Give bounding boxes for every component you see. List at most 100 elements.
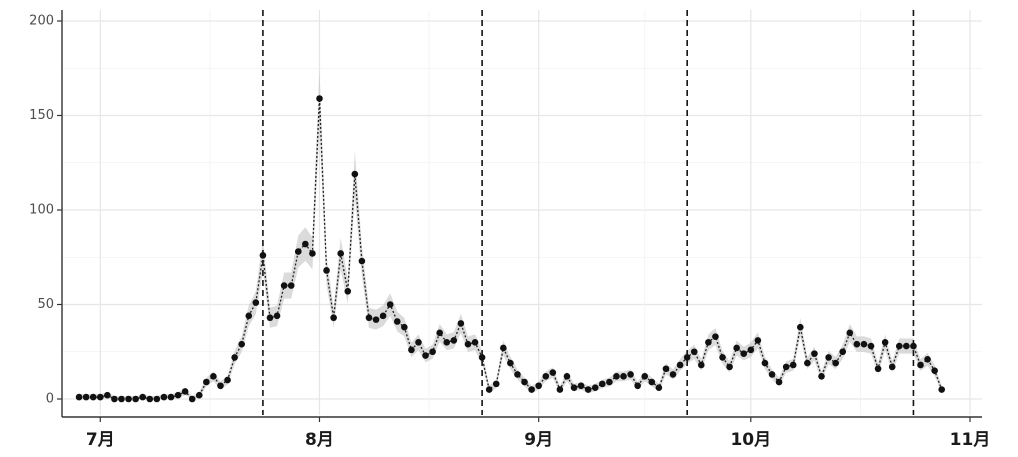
y-tick-label: 50 [37,297,54,312]
data-point [203,378,210,386]
data-point [521,378,528,386]
data-point [818,373,825,380]
x-tick-label: 11月 [950,430,991,450]
data-point [811,350,818,357]
data-point [910,342,917,350]
data-point [662,365,670,373]
data-point [825,354,832,361]
data-point [570,384,578,391]
data-point [139,393,147,401]
y-tick-label: 100 [29,203,54,218]
data-point [641,373,649,380]
data-point [309,250,316,257]
data-point [365,314,373,322]
data-point [775,378,783,386]
data-point [210,373,217,380]
data-point [111,395,118,403]
data-point [118,395,125,403]
data-point [507,359,514,367]
data-point [75,393,83,401]
data-point [344,287,352,295]
data-point [804,359,811,367]
data-point [895,342,903,350]
data-point [669,371,677,378]
data-point [132,395,139,403]
data-point [924,356,931,363]
data-point [535,382,542,390]
data-point [888,363,896,371]
data-point [238,340,246,348]
data-point [542,373,550,380]
x-tick-label: 9月 [524,430,553,450]
data-point [839,348,847,356]
data-point [500,344,507,352]
data-point [160,393,168,401]
data-point [104,391,111,399]
data-point [514,371,521,378]
data-point [266,314,274,322]
x-tick-label: 7月 [86,430,115,450]
data-point [224,376,231,384]
data-point [443,339,451,346]
data-point [867,342,875,350]
data-point [195,391,203,399]
data-point [372,316,380,323]
data-point [782,363,790,371]
data-point [747,346,755,354]
data-point [556,386,564,393]
data-point [450,337,458,344]
data-point [245,312,253,320]
data-point [796,323,804,331]
data-point [733,344,740,352]
data-point [719,354,726,361]
data-point [351,170,359,178]
x-tick-label: 10月 [730,430,771,450]
data-point [231,354,238,361]
data-point [408,346,415,354]
data-point [768,371,776,378]
data-point [153,395,161,403]
data-point [330,314,337,322]
data-point [323,267,330,274]
confidence-band [79,68,942,399]
data-point [620,373,627,380]
data-point [634,382,641,390]
data-point [860,340,868,348]
data-point [577,382,585,390]
data-point [96,393,104,401]
data-point [294,248,302,255]
data-point [832,359,839,367]
data-point [726,363,733,371]
data-point [712,333,719,340]
data-point [903,342,910,350]
data-point [82,393,90,401]
data-point [174,391,182,399]
data-point [478,354,486,361]
data-point [705,339,712,346]
data-point [464,340,472,348]
y-tick-label: 0 [46,392,54,407]
data-point [273,312,281,320]
data-point [471,339,479,346]
confidence-band-layer [79,68,942,399]
data-point [280,282,288,289]
data-point [457,320,465,327]
data-point [337,250,344,257]
data-point [217,382,224,390]
series-points-layer [75,95,946,403]
data-point [917,361,924,369]
data-point [648,378,656,386]
data-point [259,252,267,259]
data-point [429,348,436,356]
data-point [584,386,592,393]
y-tick-label: 150 [29,108,54,123]
data-point [853,340,861,348]
data-point [698,361,705,369]
data-point [655,384,663,391]
data-point [252,299,260,306]
data-point [393,318,401,325]
data-point [188,395,196,403]
x-tick-label: 8月 [305,430,334,450]
data-point [846,329,854,337]
